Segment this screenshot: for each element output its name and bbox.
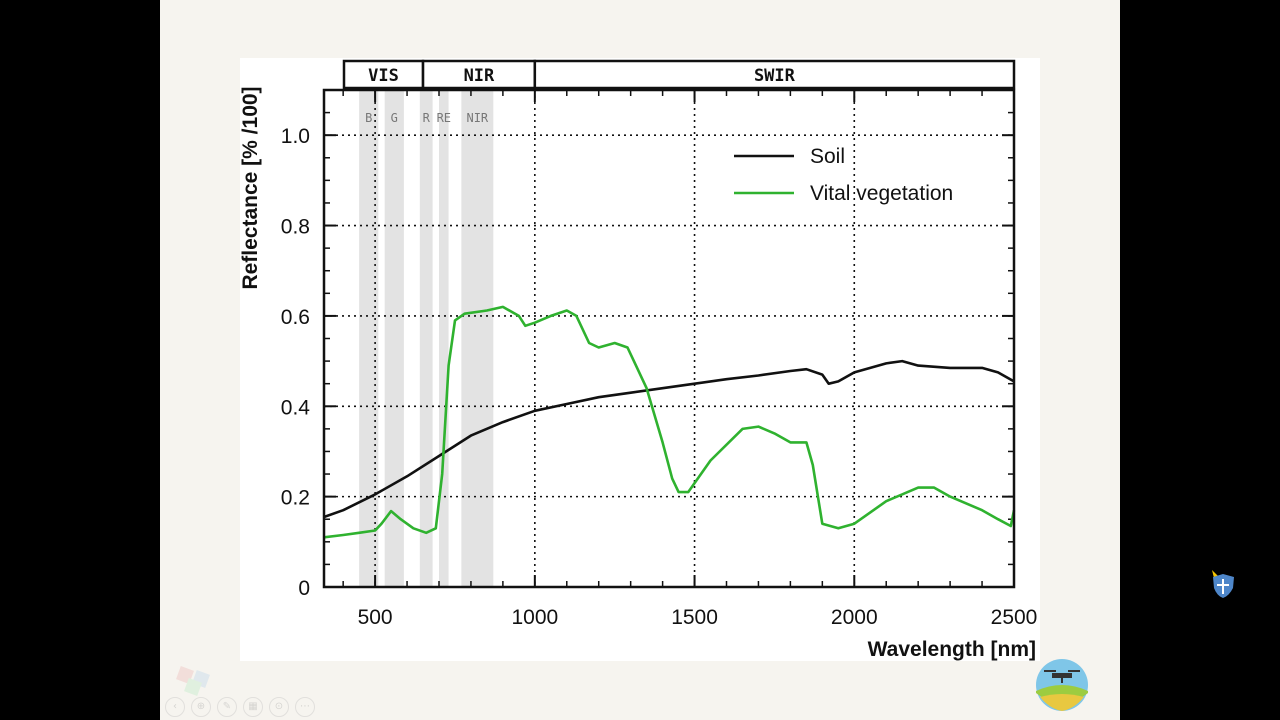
legend-label-1: Vital vegetation xyxy=(810,182,953,205)
y-tick-label: 0.8 xyxy=(281,216,310,239)
y-tick-label: 0.2 xyxy=(281,487,310,510)
player-control-button[interactable]: ⊕ xyxy=(191,697,211,717)
x-tick-label: 1500 xyxy=(671,606,718,629)
x-axis-title: Wavelength [nm] xyxy=(868,638,1036,661)
x-tick-label: 1000 xyxy=(511,606,558,629)
sensor-region-3 xyxy=(439,90,449,587)
legend-label-0: Soil xyxy=(810,145,845,168)
sensor-region-2 xyxy=(419,90,433,587)
sensor-region-0 xyxy=(359,90,379,587)
sensor-region-label: G xyxy=(391,111,398,125)
y-tick-label: 0.6 xyxy=(281,306,310,329)
band-box-vis xyxy=(342,59,425,90)
chart-svg: B G R RE NIR VIS NIR SWIR 500 1000 1500 2000 2500 0 0.… xyxy=(240,59,1038,661)
toolbar-logo-icon xyxy=(176,666,210,696)
band-label-nir: NIR xyxy=(464,66,495,86)
player-control-button[interactable]: ▦ xyxy=(243,697,263,717)
band-label-vis: VIS xyxy=(368,66,399,86)
sensor-region-1 xyxy=(384,90,404,587)
y-axis-title: Reflectance [% /100] xyxy=(240,86,262,289)
y-tick-label: 1.0 xyxy=(281,125,310,148)
series-line-soil xyxy=(323,359,1015,519)
player-control-button[interactable]: ✎ xyxy=(217,697,237,717)
band-box-swir xyxy=(533,59,1016,90)
y-tick-label: 0 xyxy=(298,577,310,600)
player-controls: ‹ ⊕ ✎ ▦ ⊙ ⋯ xyxy=(165,697,315,717)
y-tick-label: 0.4 xyxy=(281,396,311,419)
drone-logo-icon xyxy=(1036,659,1088,711)
sensor-region-label: R xyxy=(423,111,431,125)
player-control-button[interactable]: ⋯ xyxy=(295,697,315,717)
player-control-button[interactable]: ‹ xyxy=(165,697,185,717)
band-label-swir: SWIR xyxy=(754,66,796,86)
player-control-button[interactable]: ⊙ xyxy=(269,697,289,717)
x-tick-label: 2500 xyxy=(991,606,1038,629)
sensor-region-4 xyxy=(461,90,494,587)
plot-frame xyxy=(322,88,1016,589)
chart-figure: B G R RE NIR VIS NIR SWIR 500 1000 1500 2000 2500 0 0.… xyxy=(240,58,1040,661)
sensor-region-label: RE xyxy=(437,111,451,125)
x-tick-label: 500 xyxy=(358,606,393,629)
x-tick-label: 2000 xyxy=(831,606,878,629)
sensor-region-label: B xyxy=(365,111,372,125)
shield-icon[interactable] xyxy=(1206,566,1238,600)
series-line-vital-vegetation xyxy=(323,305,1016,539)
sensor-region-label: NIR xyxy=(466,111,488,125)
